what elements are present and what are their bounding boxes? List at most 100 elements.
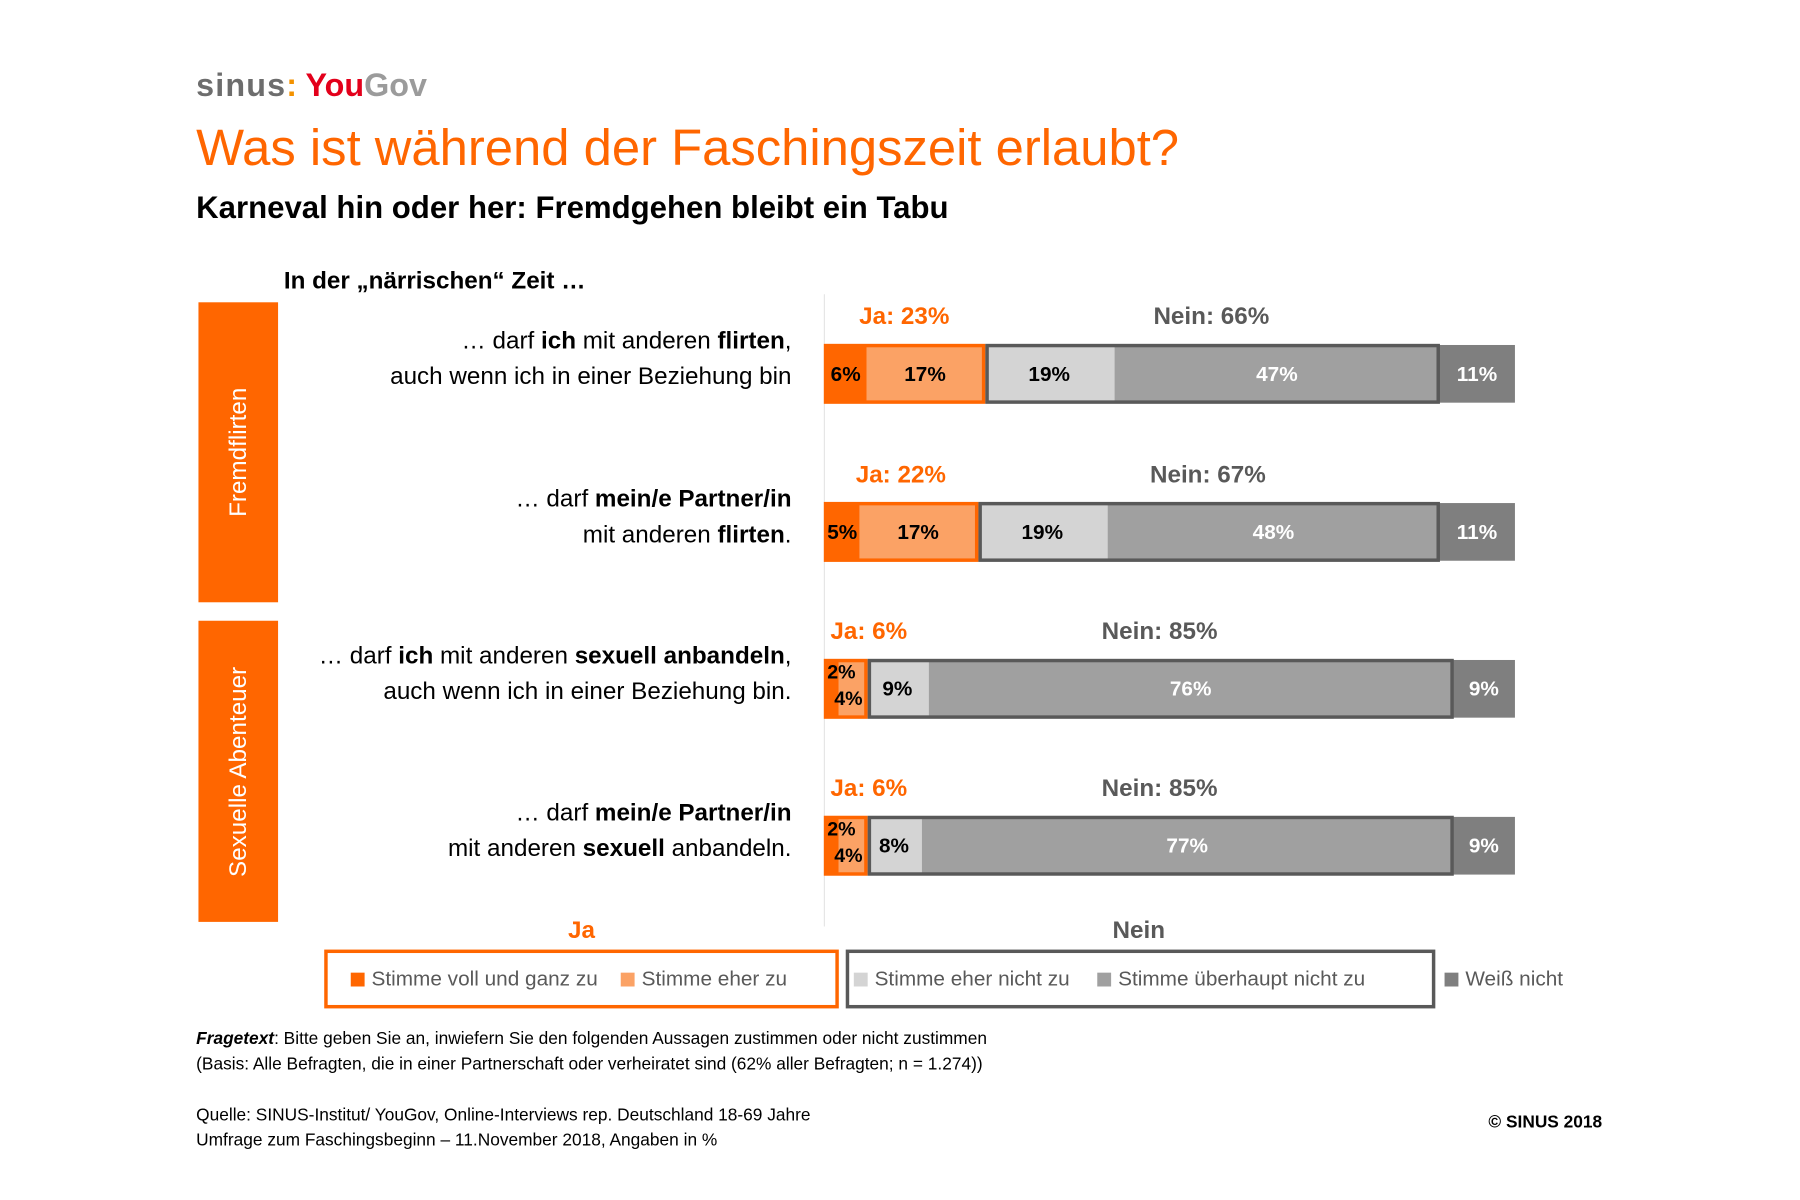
question-line: … darf ich mit anderen sexuell anbandeln… [319, 638, 792, 674]
seg-eher-nicht-bar: 19% [983, 344, 1115, 403]
legend-item: Stimme voll und ganz zu [350, 967, 598, 991]
data-label: 2% [827, 818, 856, 840]
question-text: . [784, 521, 792, 549]
category-label: Sexuelle Abenteuer [224, 666, 251, 877]
legend-label: Stimme überhaupt nicht zu [1118, 966, 1366, 990]
seg-weiss-nicht-bar: 9% [1452, 816, 1515, 875]
question-text: … darf [318, 642, 399, 670]
legend-item: Weiß nicht [1444, 966, 1564, 991]
data-label: 11% [1456, 361, 1498, 385]
question-text: … darf [461, 327, 542, 355]
seg-eher-nicht-bar: 19% [976, 503, 1108, 561]
nein-total-label: Nein: 66% [1153, 303, 1270, 330]
legend-ja-title: Ja [568, 917, 595, 944]
category-label: Fremdflirten [224, 387, 251, 517]
legend-nein-group: Stimme eher nicht zu Stimme überhaupt ni… [845, 949, 1436, 1009]
data-label: 9% [1468, 676, 1499, 700]
question-text: flirten [717, 327, 785, 355]
legend-ja-group: Stimme voll und ganz zu Stimme eher zu [324, 949, 839, 1009]
legend-label: Stimme eher zu [641, 966, 788, 990]
question-text: ich [541, 327, 577, 355]
question-label: … darf mein/e Partner/in mit anderen flir… [515, 481, 791, 553]
question-text: auch wenn ich in einer Beziehung bin. [383, 678, 792, 705]
logo-separator: : [286, 66, 298, 103]
seg-ueberhaupt-nicht-bar: 47% [1114, 344, 1440, 403]
category-fremdflirten: Fremdflirten [198, 302, 279, 603]
question-line: auch wenn ich in einer Beziehung bin [390, 359, 791, 395]
data-label: 4% [834, 687, 863, 710]
question-line: mit anderen sexuell anbandeln. [448, 831, 792, 867]
legend-nein-title: Nein [1112, 917, 1166, 944]
seg-eher-bar [838, 816, 867, 875]
logo-you: You [305, 66, 365, 103]
legend-swatch [620, 972, 635, 986]
question-line: … darf mein/e Partner/in [448, 795, 792, 831]
legend-item: Stimme eher zu [620, 966, 788, 991]
seg-ueberhaupt-nicht-bar: 48% [1107, 503, 1440, 561]
data-label: 5% [827, 519, 858, 543]
ja-border [823, 343, 985, 404]
ja-border [823, 658, 868, 719]
seg-ueberhaupt-nicht-bar: 77% [921, 816, 1453, 875]
question-text: sexuell anbandeln [574, 642, 785, 670]
seg-voll-bar: 5% [824, 503, 860, 561]
data-label: 9% [1468, 833, 1499, 857]
fragetext-body: : Bitte geben Sie an, inwiefern Sie den … [274, 1029, 987, 1049]
question-text: anbandeln. [664, 835, 792, 862]
nein-border [867, 658, 1454, 719]
seg-eher-bar: 17% [866, 344, 984, 403]
nein-border [984, 343, 1441, 404]
data-label: 19% [1021, 519, 1064, 543]
nein-total-label: Nein: 85% [1101, 775, 1218, 802]
question-text: , [784, 642, 792, 670]
intro-label: In der „närrischen“ Zeit … [283, 267, 586, 295]
seg-eher-nicht-bar: 9% [866, 659, 929, 718]
basis-note: (Basis: Alle Befragten, die in einer Par… [196, 1054, 983, 1075]
question-label: … darf ich mit anderen sexuell anbandeln… [319, 638, 792, 710]
data-label: 76% [1169, 676, 1212, 700]
question-line: auch wenn ich in einer Beziehung bin. [319, 674, 792, 710]
fragetext-label: Fragetext [196, 1029, 275, 1049]
axis-line [823, 294, 825, 927]
data-label: 8% [878, 833, 909, 857]
question-label: … darf mein/e Partner/in mit anderen sexu… [448, 795, 792, 867]
data-label: 6% [830, 361, 861, 385]
question-text: mein/e Partner/in [594, 485, 792, 513]
ja-border [823, 501, 978, 562]
question-text: mein/e Partner/in [594, 799, 792, 827]
question-line: … darf ich mit anderen flirten, [390, 323, 792, 359]
source-note: Quelle: SINUS-Institut/ YouGov, Online-I… [196, 1105, 811, 1125]
data-label: 4% [834, 844, 863, 867]
nein-total-label: Nein: 85% [1101, 618, 1218, 645]
data-label: 17% [904, 361, 946, 385]
legend-swatch [1097, 972, 1112, 986]
ja-border [823, 815, 868, 876]
logo-sinus: sinus [196, 66, 287, 103]
data-label: 19% [1028, 361, 1070, 385]
sinus-yougov-logo: sinus: YouGov [196, 67, 427, 104]
data-label: 9% [882, 676, 913, 700]
data-label: 47% [1256, 361, 1298, 385]
chart-subtitle: Karneval hin oder her: Fremdgehen bleibt… [196, 190, 949, 225]
question-text: , [784, 327, 792, 355]
seg-ueberhaupt-nicht-bar: 76% [928, 659, 1453, 718]
seg-weiss-nicht-bar: 11% [1439, 503, 1515, 561]
data-label: 77% [1166, 833, 1208, 857]
seg-voll-bar [824, 816, 839, 875]
nein-border [867, 815, 1454, 876]
seg-weiss-nicht-bar: 9% [1452, 659, 1515, 718]
data-label: 11% [1456, 519, 1498, 543]
legend-label: Weiß nicht [1465, 966, 1564, 990]
data-label: 48% [1252, 519, 1295, 543]
seg-eher-nicht-bar: 8% [866, 816, 922, 875]
copyright: © SINUS 2018 [1488, 1112, 1603, 1132]
ja-total-label: Ja: 22% [855, 461, 946, 489]
seg-eher-bar [838, 659, 867, 718]
question-text: auch wenn ich in einer Beziehung bin [390, 363, 792, 390]
category-sexuelle-abenteuer: Sexuelle Abenteuer [198, 620, 279, 922]
legend-swatch [350, 972, 365, 986]
ja-total-label: Ja: 6% [830, 775, 908, 802]
legend-label: Stimme eher nicht zu [874, 966, 1070, 990]
survey-note: Umfrage zum Faschingsbeginn – 11.Novembe… [196, 1130, 718, 1151]
